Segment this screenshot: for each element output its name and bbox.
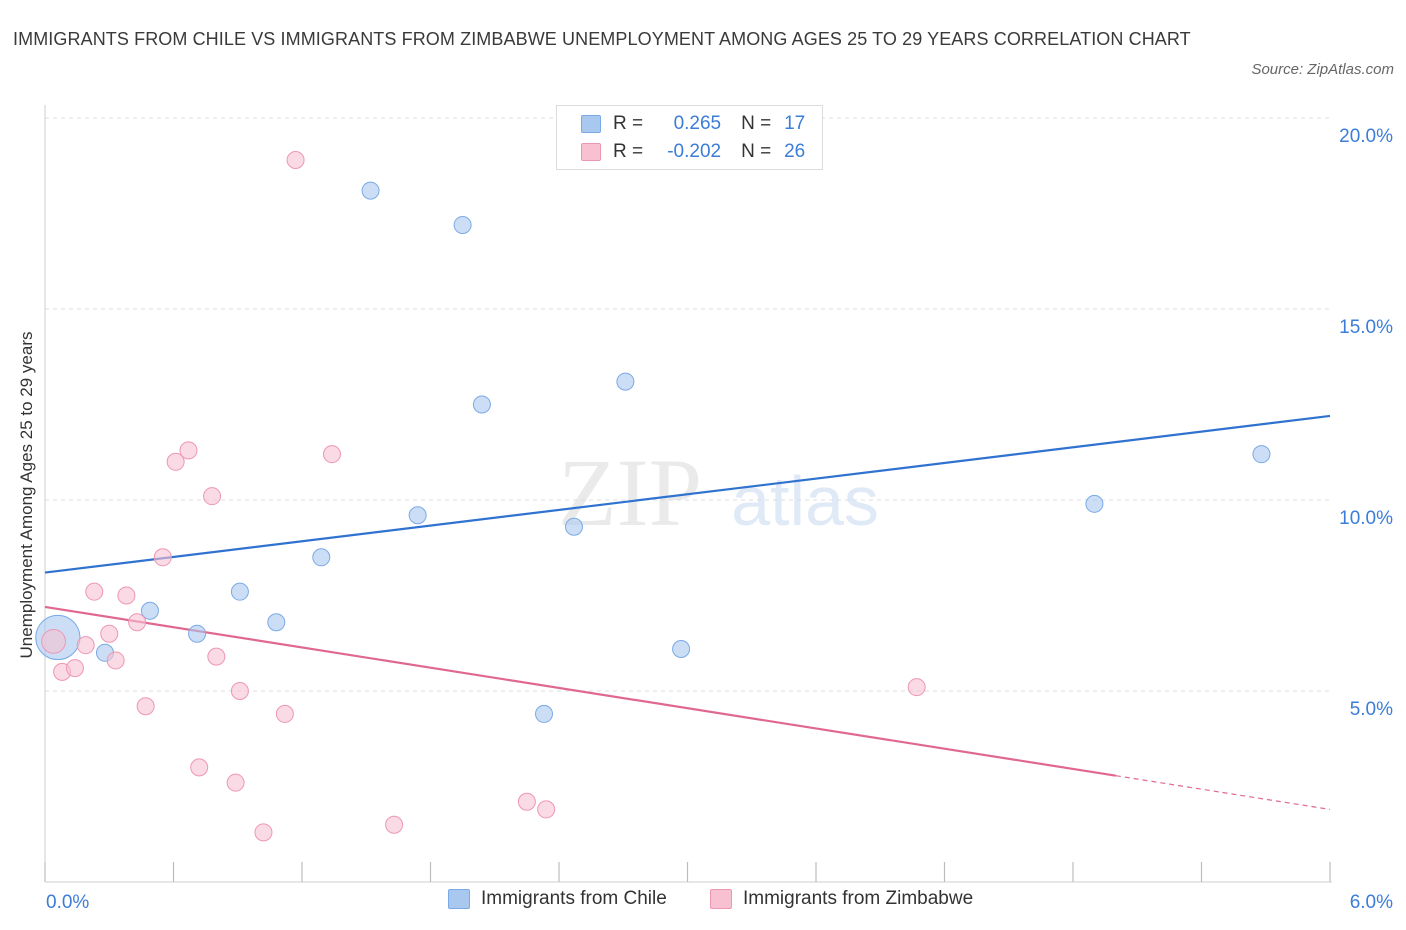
series-legend-zimbabwe[interactable]: Immigrants from Zimbabwe xyxy=(710,888,973,910)
chile-point xyxy=(564,517,583,536)
zimbabwe-point xyxy=(203,487,222,506)
chile-point xyxy=(1085,494,1104,513)
zimbabwe-point xyxy=(322,445,341,464)
series-label-zimbabwe: Immigrants from Zimbabwe xyxy=(743,888,974,909)
chile-point xyxy=(140,601,159,620)
trend-line-zimbabwe xyxy=(44,605,1117,777)
chile-point xyxy=(188,624,207,643)
chile-point xyxy=(616,372,635,391)
trend-line-extension-zimbabwe xyxy=(1115,775,1331,811)
chile-point xyxy=(230,582,249,601)
legend-r-label: R = xyxy=(613,113,644,134)
chile-point xyxy=(312,548,331,567)
series-swatch-chile xyxy=(448,889,470,909)
zimbabwe-point xyxy=(100,624,119,643)
chile-point xyxy=(453,215,472,234)
trend-line-chile xyxy=(44,414,1331,574)
chart-title: IMMIGRANTS FROM CHILE VS IMMIGRANTS FROM… xyxy=(13,29,1191,49)
chile-point xyxy=(408,506,427,525)
source-label: Source: ZipAtlas.com xyxy=(1251,61,1394,78)
chile-point xyxy=(267,613,286,632)
tick-labels: 5.0% 10.0% 15.0% 20.0% 0.0% 6.0% xyxy=(46,126,1393,913)
y-axis-label: Unemployment Among Ages 25 to 29 years xyxy=(17,331,36,659)
zimbabwe-point xyxy=(179,441,198,460)
zimbabwe-point xyxy=(76,636,95,655)
data-points xyxy=(35,151,1271,842)
trend-lines xyxy=(44,414,1331,811)
series-legend-chile[interactable]: Immigrants from Chile xyxy=(448,888,667,910)
zimbabwe-point xyxy=(907,678,926,697)
zimbabwe-point xyxy=(275,704,294,723)
zimbabwe-point xyxy=(207,647,226,666)
y-tick-label: 10.0% xyxy=(1339,508,1393,529)
x-tick-label: 6.0% xyxy=(1350,892,1393,913)
zimbabwe-point xyxy=(166,452,185,471)
legend-n-label: N = xyxy=(741,141,772,162)
legend-n-value-chile: 17 xyxy=(784,113,806,134)
legend-row-chile: R = 0.265 N = 17 xyxy=(581,111,805,137)
zimbabwe-point xyxy=(517,792,536,811)
zimbabwe-point xyxy=(286,151,305,170)
y-tick-label: 15.0% xyxy=(1339,317,1393,338)
zimbabwe-point xyxy=(41,628,66,654)
chile-point xyxy=(672,639,691,658)
correlation-legend: R = 0.265 N = 17 R = -0.202 N = 26 xyxy=(556,105,823,170)
zimbabwe-point xyxy=(106,651,125,670)
chile-point xyxy=(361,181,380,200)
chile-point xyxy=(535,704,554,723)
zimbabwe-point xyxy=(153,548,172,567)
zimbabwe-point xyxy=(385,815,404,834)
zimbabwe-point xyxy=(226,773,245,792)
zimbabwe-point xyxy=(190,758,209,777)
axes xyxy=(44,105,1332,883)
legend-r-value-chile: 0.265 xyxy=(673,113,722,134)
x-tick-label: 0.0% xyxy=(46,892,89,913)
zimbabwe-point xyxy=(136,697,155,716)
chile-point xyxy=(472,395,491,414)
legend-swatch-chile xyxy=(581,115,601,133)
zimbabwe-point xyxy=(65,659,84,678)
zimbabwe-point xyxy=(85,582,104,601)
chile-point xyxy=(1252,445,1271,464)
legend-r-value-zimbabwe: -0.202 xyxy=(667,141,722,162)
series-legend: Immigrants from Chile Immigrants from Zi… xyxy=(0,888,1406,916)
zimbabwe-point xyxy=(128,613,147,632)
y-tick-label: 5.0% xyxy=(1350,699,1393,720)
series-swatch-zimbabwe xyxy=(710,889,732,909)
zimbabwe-point xyxy=(230,682,249,700)
zimbabwe-point xyxy=(117,586,136,605)
grid-lines xyxy=(45,117,1330,692)
zimbabwe-point xyxy=(537,800,556,819)
series-label-chile: Immigrants from Chile xyxy=(481,888,667,909)
legend-r-label: R = xyxy=(613,141,644,162)
zimbabwe-point xyxy=(254,823,273,842)
legend-row-zimbabwe: R = -0.202 N = 26 xyxy=(581,139,805,165)
y-tick-label: 20.0% xyxy=(1339,126,1393,147)
legend-swatch-zimbabwe xyxy=(581,143,601,161)
legend-n-value-zimbabwe: 26 xyxy=(784,141,806,162)
legend-n-label: N = xyxy=(741,113,772,134)
